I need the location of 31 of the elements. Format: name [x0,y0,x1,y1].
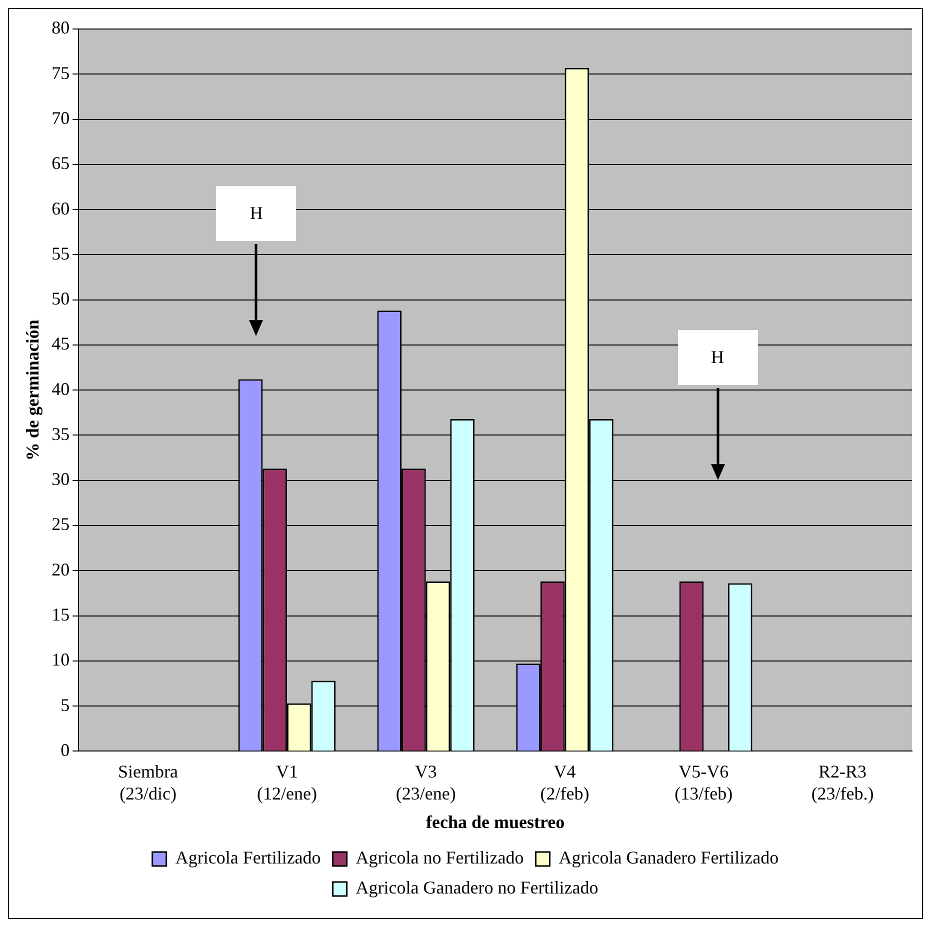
label-box: H [216,186,296,241]
y-tick-label: 35 [52,424,70,444]
y-tick-label: 5 [60,694,70,715]
legend-label: Agricola Fertilizado [175,848,321,868]
x-tick-label: Siembra (23/dic) [118,762,178,804]
y-tick-label: 45 [52,334,70,354]
y-tick-label: 70 [52,108,70,128]
legend-label: Agricola Ganadero no Fertilizado [356,878,598,898]
y-axis-title: % de germinación [22,320,42,461]
y-tick-label: 65 [52,153,70,174]
y-tick-label: 80 [52,18,70,38]
y-tick-label: 50 [52,288,70,309]
y-tick-label: 60 [52,198,70,218]
x-tick-label: R2-R3 (23/feb.) [811,762,874,804]
legend-label: Agricola no Fertilizado [356,848,524,868]
y-tick-label: 0 [60,740,70,760]
y-tick-label: 15 [52,604,70,625]
x-tick-label: V4 (2/feb) [540,762,590,804]
y-tick-label: 10 [52,650,70,670]
y-tick-label: 30 [52,469,70,490]
x-axis-title: fecha de muestreo [426,812,565,832]
legend-label: Agricola Ganadero Fertilizado [558,848,779,868]
y-tick-label: 25 [52,514,70,534]
label-box: H [678,330,758,386]
x-tick-label: V3 (23/ene) [396,762,456,804]
y-tick-label: 20 [52,559,70,580]
y-tick-label: 55 [52,243,70,264]
x-tick-label: V5-V6 (13/feb) [674,762,733,804]
y-tick-label: 40 [52,378,70,399]
y-tick-label: 75 [52,62,70,83]
x-tick-label: V1 (12/ene) [256,762,317,804]
